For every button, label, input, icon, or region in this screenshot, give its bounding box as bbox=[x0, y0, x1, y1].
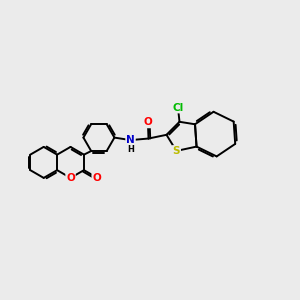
Text: S: S bbox=[173, 146, 180, 156]
Text: O: O bbox=[143, 117, 152, 128]
Text: H: H bbox=[127, 146, 134, 154]
Text: O: O bbox=[66, 173, 75, 183]
Text: N: N bbox=[126, 135, 135, 145]
Text: Cl: Cl bbox=[172, 103, 184, 112]
Text: O: O bbox=[92, 172, 101, 182]
